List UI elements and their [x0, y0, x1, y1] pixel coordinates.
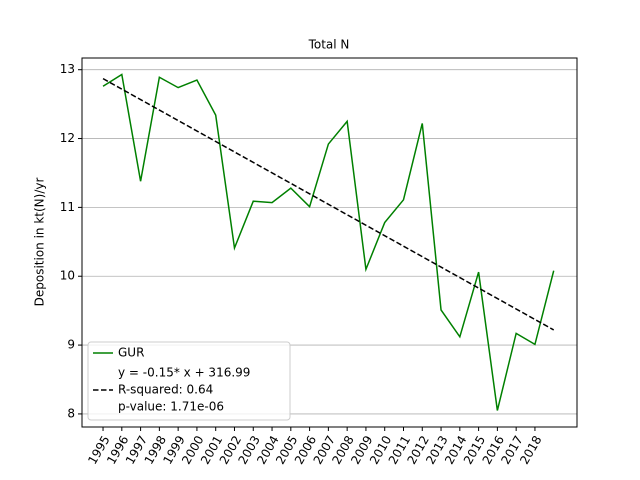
series-line [102, 73, 555, 411]
legend-label: R-squared: 0.64 [118, 383, 213, 397]
legend-label: y = -0.15* x + 316.99 [118, 366, 250, 380]
y-tick-label: 12 [60, 131, 75, 145]
y-tick-label: 8 [67, 406, 75, 420]
legend-label: p-value: 1.71e-06 [118, 400, 224, 414]
series-line [102, 77, 555, 331]
y-tick-label: 11 [60, 200, 75, 214]
legend-label: GUR [118, 346, 144, 360]
legend-box [87, 341, 291, 421]
y-axis-label: Deposition in kt(N)/yr [33, 178, 47, 307]
y-tick-label: 10 [60, 269, 75, 283]
plot-frame [81, 57, 578, 428]
chart-title: Total N [308, 38, 350, 52]
y-tick-label: 13 [60, 62, 75, 76]
y-tick-label: 9 [67, 338, 75, 352]
